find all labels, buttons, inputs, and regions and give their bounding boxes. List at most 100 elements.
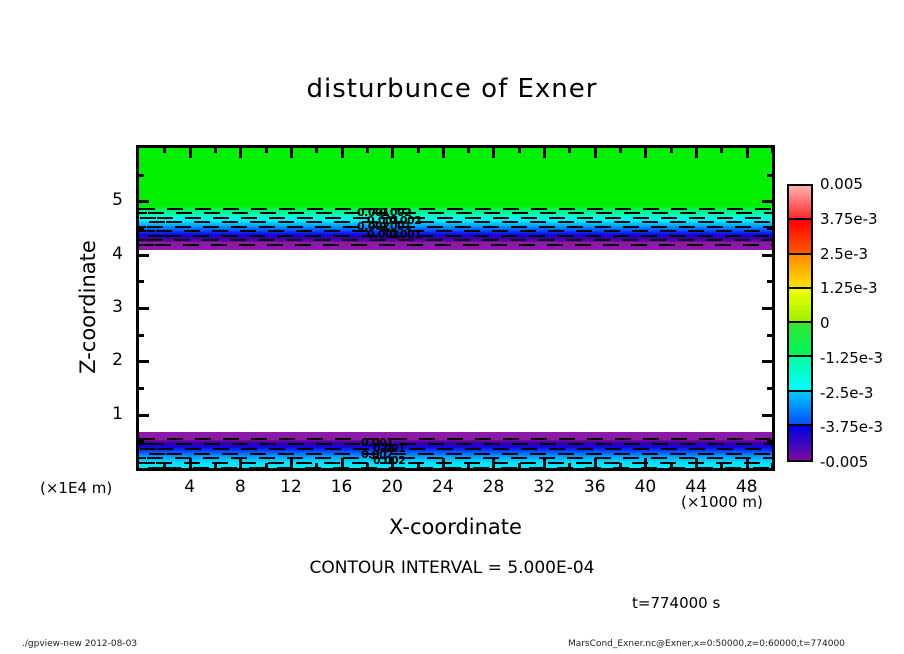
x-tick-major-top [593, 145, 597, 158]
x-tick-major-top [644, 145, 648, 158]
colorbar-tick-label: 1.25e-3 [820, 279, 878, 298]
colorbar-tick-label: 0.005 [820, 175, 863, 193]
field-band-blank [139, 250, 772, 432]
x-tick-major [239, 458, 243, 471]
x-tick-major [695, 458, 699, 471]
x-tick-minor-top [619, 145, 623, 153]
y-tick-minor-right [767, 440, 775, 444]
contour-line [139, 462, 772, 465]
y-tick-minor-right [767, 280, 775, 284]
x-tick-label: 40 [634, 477, 657, 497]
field-band-upper-green [139, 148, 772, 206]
x-tick-major [441, 458, 445, 471]
y-tick-major-right [762, 253, 775, 257]
x-tick-label: 12 [280, 477, 302, 497]
y-tick-major [136, 253, 149, 257]
colorbar-tick-label: -0.005 [820, 453, 869, 471]
x-tick-label: 8 [234, 477, 246, 497]
contour-value-label: 0.002 [373, 454, 406, 467]
y-tick-minor-right [767, 227, 775, 230]
contour-line [139, 234, 772, 237]
x-tick-major-top [492, 145, 496, 158]
contour-value-label: 0.001 [361, 436, 394, 449]
colorbar [787, 184, 813, 462]
y-tick-label: 2 [112, 350, 123, 371]
colorbar-band-0.00125-0.0025 [789, 254, 811, 289]
contour-line [139, 239, 772, 242]
colorbar-band-neg0.005 [789, 425, 811, 460]
x-tick-major-top [745, 145, 749, 158]
contour-line [139, 212, 772, 215]
contour-value-label: 0.002 [361, 448, 394, 461]
y-tick-major-right [762, 360, 775, 364]
colorbar-tick-label: -1.25e-3 [820, 348, 883, 367]
contour-value-label: 0.001 [389, 228, 422, 241]
x-tick-label: 48 [735, 477, 758, 497]
x-tick-minor-top [163, 145, 167, 153]
x-tick-minor-top [416, 145, 420, 153]
contour-line [139, 216, 772, 219]
contour-value-label: 0.001 [357, 206, 390, 219]
x-tick-minor-top [771, 145, 774, 153]
y-tick-major [136, 413, 149, 417]
y-tick-label: 3 [112, 297, 123, 317]
y-tick-label: 5 [112, 190, 123, 211]
x-tick-minor-top [264, 145, 268, 153]
colorbar-tick-label: 3.75e-3 [820, 209, 878, 228]
x-tick-label: 24 [432, 477, 454, 497]
colorbar-band-neg0.00375 [789, 391, 811, 426]
y-tick-major [136, 307, 149, 310]
contour-value-label: 0.002 [389, 214, 422, 227]
plot-title: disturbunce of Exner [306, 74, 598, 104]
x-tick-minor [365, 463, 369, 471]
colorbar-band-0-0.00125 [789, 288, 811, 323]
time-annotation: t=774000 s [632, 594, 721, 612]
y-tick-label: 1 [112, 403, 123, 424]
x-tick-label: 44 [685, 477, 707, 497]
y-tick-major-right [762, 200, 775, 204]
x-tick-minor-top [568, 145, 572, 153]
contour-value-label: 0.002 [379, 206, 412, 219]
x-tick-major [340, 458, 344, 471]
x-tick-major-top [289, 145, 293, 158]
colorbar-band-neg0.00125-0 [789, 323, 811, 358]
contour-line [139, 208, 772, 210]
x-tick-major [745, 458, 749, 471]
x-tick-label: 36 [583, 477, 606, 497]
y-tick-major [136, 200, 149, 204]
contour-value-label: 0.002 [367, 228, 400, 241]
x-tick-major-top [543, 145, 547, 158]
y-tick-minor-right [767, 173, 775, 177]
x-tick-minor [771, 463, 774, 471]
colorbar-band-0.00375-0.005 [789, 186, 811, 221]
colorbar-band-neg0.0025 [789, 357, 811, 392]
x-tick-minor-top [315, 145, 319, 153]
x-tick-label: 28 [482, 477, 505, 497]
y-tick-minor-right [767, 333, 775, 337]
y-tick-major [136, 360, 149, 364]
x-tick-major-top [239, 145, 243, 158]
x-tick-minor [619, 463, 623, 471]
contour-line [139, 457, 772, 460]
colorbar-tick-label: -2.5e-3 [820, 383, 874, 402]
y-tick-minor [136, 387, 144, 390]
colorbar-tick-label: 2.5e-3 [820, 244, 869, 263]
x-tick-major-top [695, 145, 699, 158]
x-tick-major-top [340, 145, 344, 158]
y-tick-minor [136, 440, 144, 444]
x-tick-major-top [441, 145, 445, 158]
x-tick-minor [315, 463, 319, 471]
x-tick-major [492, 458, 496, 471]
colorbar-band-0.0025-0.00375 [789, 220, 811, 255]
x-tick-major [289, 458, 293, 471]
contour-field: 0.001 0.002 0.002 0.001 0.001 0.002 0.002 0.001… [139, 148, 772, 468]
y-axis-unit-label: (×1E4 m) [40, 479, 113, 497]
y-tick-minor [136, 173, 144, 177]
x-tick-minor [467, 463, 471, 471]
contour-line [139, 452, 772, 455]
contour-line [139, 225, 772, 228]
x-tick-label: 20 [381, 477, 403, 497]
y-tick-major-right [762, 413, 775, 417]
x-tick-minor [264, 463, 268, 471]
x-tick-major-top [391, 145, 395, 158]
